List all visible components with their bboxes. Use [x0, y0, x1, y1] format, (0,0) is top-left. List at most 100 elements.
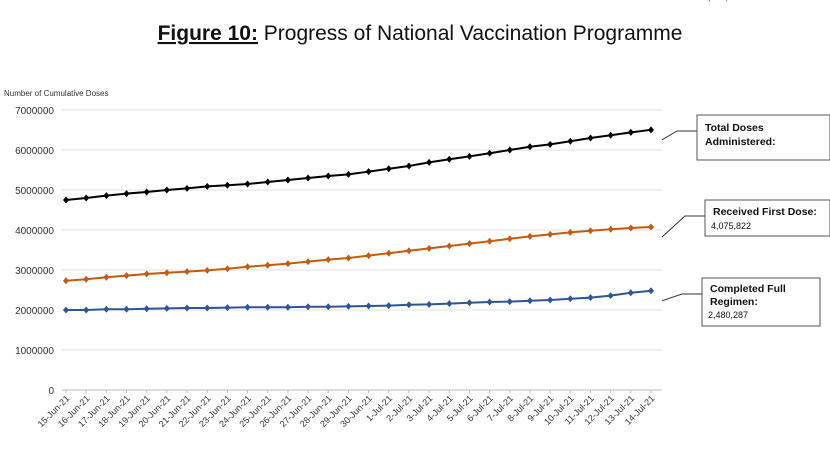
data-point [526, 143, 533, 151]
data-point [83, 275, 90, 283]
annotation-title: Administered: [705, 136, 776, 148]
data-point [163, 186, 170, 194]
data-point [405, 247, 412, 255]
data-point [103, 305, 110, 313]
data-point [567, 228, 574, 236]
data-point [184, 184, 191, 192]
data-point [567, 295, 574, 303]
y-tick-label: 3000000 [15, 266, 54, 277]
data-point [547, 230, 554, 238]
data-point [244, 180, 251, 188]
data-point [305, 303, 312, 311]
data-point [325, 256, 332, 264]
data-point [627, 289, 634, 297]
data-point [526, 297, 533, 305]
data-point [284, 303, 291, 311]
data-point [244, 263, 251, 271]
annotation-title: Completed Full [710, 283, 786, 295]
annotation-connector [661, 293, 702, 302]
y-tick-label: 6000000 [15, 146, 54, 157]
data-point [486, 149, 493, 157]
y-tick-label: 5000000 [15, 186, 54, 197]
data-point [345, 170, 352, 178]
data-point [163, 269, 170, 277]
data-point [264, 178, 271, 186]
annotation-title: Received First Dose: [713, 206, 817, 218]
data-point [103, 273, 110, 281]
data-point [506, 146, 513, 154]
data-point [123, 305, 130, 313]
data-point [123, 190, 130, 198]
data-point [244, 303, 251, 311]
chart-title: Figure 10: Progress of National Vaccinat… [158, 22, 683, 45]
data-point [143, 305, 150, 313]
data-point [204, 266, 211, 274]
data-point [648, 126, 654, 134]
annotation-connector [661, 130, 697, 141]
data-point [587, 294, 594, 302]
series-line [65, 128, 652, 201]
title-text: Progress of National Vaccination Program… [264, 22, 683, 45]
data-point [143, 188, 150, 196]
data-point [83, 194, 90, 202]
data-point [648, 223, 654, 231]
annotation-title: Total Doses [705, 122, 764, 134]
data-point [405, 301, 412, 309]
data-point [365, 252, 372, 260]
data-point [224, 265, 231, 273]
annotation-value: 4,075,822 [711, 221, 751, 231]
annotation-title: Regimen: [710, 296, 758, 308]
data-point [587, 227, 594, 235]
data-point [264, 261, 271, 269]
data-point [325, 303, 332, 311]
data-point [446, 242, 453, 250]
data-point [627, 128, 634, 136]
data-point [123, 272, 130, 280]
data-point [305, 258, 312, 266]
data-point [547, 296, 554, 304]
data-point [547, 140, 554, 148]
data-point [83, 306, 90, 314]
data-point [204, 182, 211, 190]
data-point [385, 165, 392, 173]
data-point [466, 240, 473, 248]
data-point [607, 292, 614, 300]
data-point [607, 131, 614, 139]
data-point [305, 174, 312, 182]
y-tick-label: 0 [48, 386, 54, 397]
data-point [446, 155, 453, 163]
annotation-connector [661, 215, 705, 238]
data-point [63, 196, 69, 204]
y-axis-label: Number of Cumulative Doses [4, 89, 108, 98]
data-point [264, 303, 271, 311]
data-point [163, 304, 170, 312]
data-point [426, 158, 433, 166]
data-point [365, 302, 372, 310]
data-point [103, 192, 110, 200]
data-point [466, 152, 473, 160]
data-point [63, 306, 69, 314]
annotation-box [696, 114, 830, 161]
data-point [587, 134, 594, 142]
data-point [486, 298, 493, 306]
series-line [66, 289, 652, 311]
data-point [567, 137, 574, 145]
data-point [224, 181, 231, 189]
data-point [506, 298, 513, 306]
data-point [143, 270, 150, 278]
data-point [648, 287, 654, 295]
y-tick-label: 2000000 [15, 306, 54, 317]
data-point [284, 260, 291, 268]
data-point [426, 244, 433, 252]
y-tick-label: 1000000 [15, 346, 54, 357]
data-point [486, 237, 493, 245]
data-point [506, 235, 513, 243]
data-point [224, 304, 231, 312]
y-tick-label: 7000000 [15, 106, 54, 117]
data-point [325, 172, 332, 180]
data-point [365, 168, 372, 176]
annotation-value: 6,504,568 [703, 0, 743, 2]
y-tick-label: 4000000 [15, 226, 54, 237]
series-line [65, 225, 652, 282]
